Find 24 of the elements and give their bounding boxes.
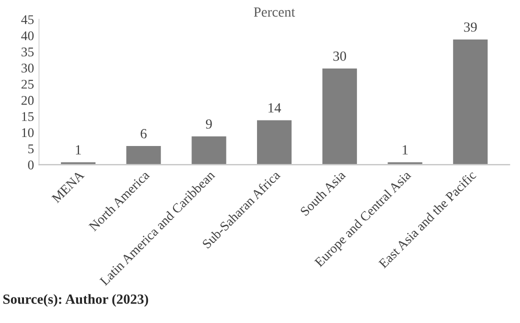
data-label: 6 <box>140 129 147 138</box>
bar <box>124 144 162 165</box>
bar <box>256 118 293 165</box>
bar <box>452 38 490 165</box>
bar <box>320 67 358 165</box>
bar <box>190 134 228 165</box>
data-label: 9 <box>206 119 212 129</box>
data-label: 14 <box>268 103 282 112</box>
chart-title: Percent <box>254 8 296 17</box>
source-note: Source(s): Author (2023) <box>3 294 148 307</box>
y-tick-label: 10 <box>22 128 34 138</box>
data-label: 30 <box>333 51 346 61</box>
y-tick-label: 0 <box>28 160 34 170</box>
data-label: 39 <box>464 22 477 32</box>
data-label: 1 <box>76 145 81 154</box>
y-tick-label: 35 <box>22 48 34 56</box>
y-tick-label: 25 <box>22 80 34 89</box>
data-label: 1 <box>402 145 408 154</box>
y-tick-label: 45 <box>21 15 34 24</box>
y-tick-label: 40 <box>21 31 34 40</box>
y-tick-label: 30 <box>22 64 34 73</box>
y-tick-label: 5 <box>28 144 34 154</box>
y-tick-label: 15 <box>22 112 34 121</box>
y-tick-label: 20 <box>22 96 34 105</box>
